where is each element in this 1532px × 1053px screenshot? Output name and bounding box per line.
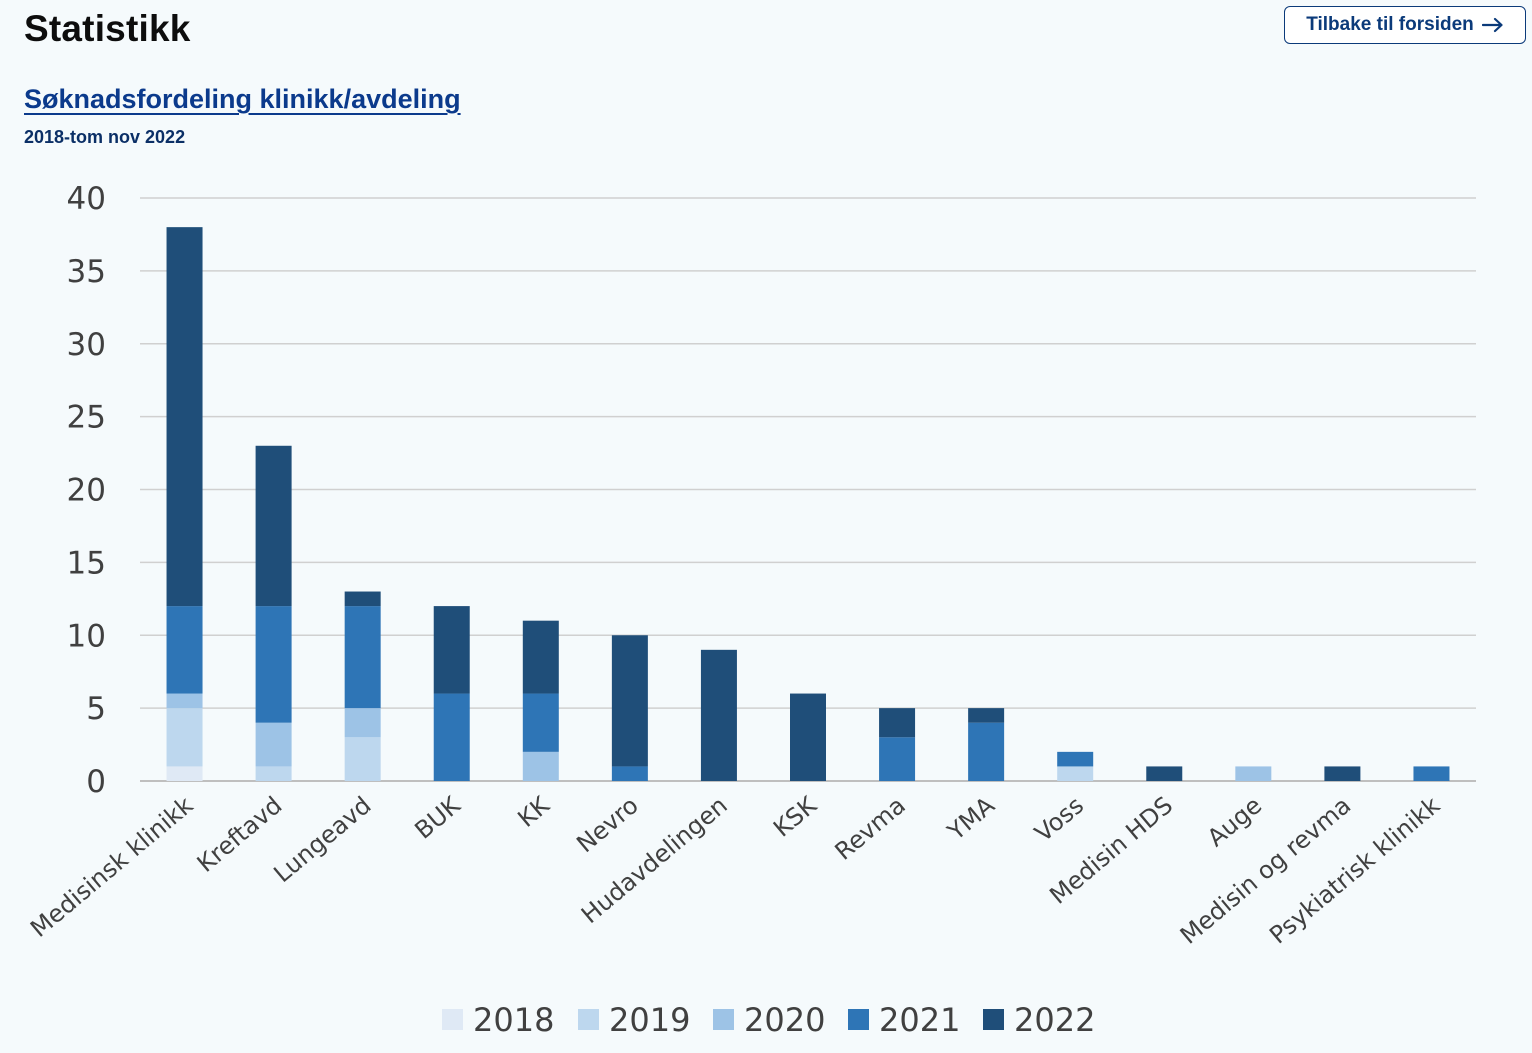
- legend-label: 2022: [1014, 1001, 1095, 1039]
- x-tick-label: Nevro: [571, 791, 643, 858]
- bar-segment-2018: [166, 766, 203, 781]
- bar-segment-2022: [166, 227, 203, 607]
- y-tick-label: 0: [86, 764, 106, 800]
- x-tick-label: Revma: [830, 791, 911, 866]
- back-button-label: Tilbake til forsiden: [1306, 14, 1474, 35]
- bar-segment-2019: [1057, 766, 1094, 781]
- bar-segment-2020: [344, 708, 381, 738]
- bar-segment-2022: [1146, 766, 1183, 781]
- y-tick-label: 25: [67, 400, 106, 436]
- chart-title[interactable]: Søknadsfordeling klinikk/avdeling: [24, 84, 461, 114]
- x-tick-label: Medisinsk klinikk: [25, 791, 198, 943]
- x-tick-label: Lungeavd: [269, 791, 377, 888]
- bar-segment-2021: [1413, 766, 1450, 781]
- bar-segment-2021: [968, 722, 1005, 781]
- x-tick-label: BUK: [409, 790, 466, 844]
- legend-swatch-2019: [578, 1009, 599, 1030]
- y-tick-label: 20: [67, 473, 106, 509]
- y-tick-label: 30: [67, 327, 106, 363]
- x-tick-label: Psykiatrisk klinikk: [1264, 791, 1445, 949]
- legend-label: 2019: [609, 1001, 690, 1039]
- chart-subtitle: 2018-tom nov 2022: [24, 127, 186, 147]
- x-tick-label: KSK: [768, 790, 823, 842]
- bar-segment-2022: [344, 591, 381, 607]
- bar-segment-2021: [344, 606, 381, 709]
- bar-segment-2021: [522, 693, 559, 752]
- bar-segment-2021: [166, 606, 203, 694]
- x-tick-label: KK: [513, 790, 556, 832]
- page-title: Statistikk: [24, 8, 191, 49]
- bar-segment-2019: [166, 708, 203, 767]
- legend-swatch-2018: [442, 1009, 463, 1030]
- bar-segment-2022: [255, 445, 292, 607]
- legend-swatch-2021: [848, 1009, 869, 1030]
- bar-segment-2022: [433, 606, 470, 694]
- bar-segment-2020: [255, 722, 292, 767]
- bar-segment-2022: [611, 635, 648, 767]
- legend-label: 2021: [879, 1001, 960, 1039]
- x-tick-label: Voss: [1030, 791, 1090, 847]
- bar-segment-2022: [968, 708, 1005, 723]
- bar-segment-2021: [879, 737, 916, 781]
- bar-segment-2022: [700, 649, 737, 781]
- y-tick-label: 15: [67, 545, 106, 581]
- legend-swatch-2022: [983, 1009, 1004, 1030]
- bar-segment-2021: [433, 693, 470, 781]
- y-tick-label: 40: [67, 181, 106, 217]
- legend-swatch-2020: [713, 1009, 734, 1030]
- legend-label: 2020: [744, 1001, 825, 1039]
- y-tick-label: 5: [86, 691, 106, 727]
- bar-segment-2021: [611, 766, 648, 781]
- x-tick-label: Hudavdelingen: [576, 791, 733, 929]
- bar-segment-2019: [255, 766, 292, 781]
- bar-segment-2021: [1057, 751, 1094, 767]
- legend-label: 2018: [473, 1001, 554, 1039]
- bar-segment-2022: [790, 693, 826, 781]
- bar-segment-2022: [879, 708, 916, 738]
- back-to-home-button[interactable]: Tilbake til forsiden: [1284, 6, 1526, 44]
- bar-segment-2021: [255, 606, 292, 723]
- bar-segment-2020: [522, 751, 559, 781]
- arrow-right-icon: [1481, 17, 1504, 33]
- y-tick-label: 35: [67, 254, 106, 290]
- x-tick-label: Auge: [1202, 791, 1267, 852]
- bar-segment-2022: [1324, 766, 1361, 781]
- y-tick-label: 10: [67, 618, 106, 654]
- bar-segment-2019: [344, 737, 381, 781]
- bar-segment-2020: [1235, 766, 1272, 781]
- x-tick-label: YMA: [942, 791, 1001, 847]
- bar-segment-2022: [522, 620, 559, 694]
- bar-segment-2020: [166, 693, 203, 709]
